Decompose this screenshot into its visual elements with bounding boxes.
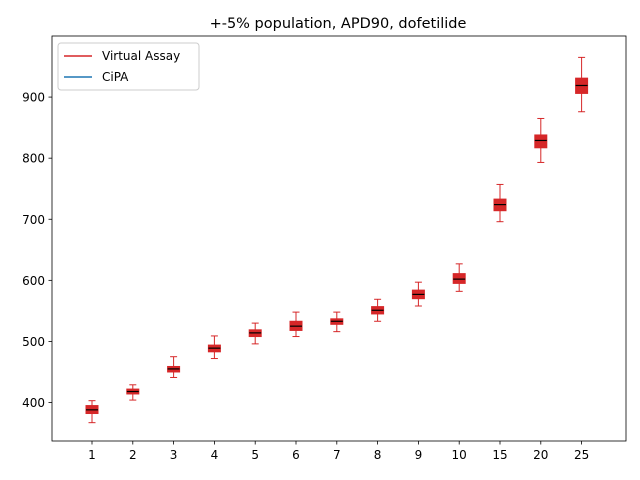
- x-tick-label: 8: [374, 448, 382, 462]
- x-tick-label: 5: [251, 448, 259, 462]
- x-tick-label: 7: [333, 448, 341, 462]
- box-series-virtual-assay: [85, 56, 589, 424]
- x-axis: 1 2 3 4 5 6 7 8 9 10 15 20 25: [88, 441, 589, 462]
- x-tick-label: 20: [533, 448, 548, 462]
- y-axis: 400 500 600 700 800 900: [22, 91, 52, 410]
- y-tick-label: 900: [22, 91, 45, 105]
- x-tick-label: 15: [492, 448, 507, 462]
- x-tick-label: 25: [574, 448, 589, 462]
- legend-box: [57, 42, 200, 91]
- chart-title: +-5% population, APD90, dofetilide: [210, 16, 467, 32]
- x-tick-label: 9: [415, 448, 423, 462]
- box-body: [452, 273, 466, 284]
- axes-spines: [51, 35, 627, 442]
- legend: Virtual Assay CiPA: [57, 42, 200, 91]
- legend-label-virtual-assay: Virtual Assay: [102, 49, 180, 63]
- box-body: [534, 134, 548, 149]
- y-tick-label: 700: [22, 213, 45, 227]
- legend-label-cipa: CiPA: [102, 70, 129, 84]
- y-tick-label: 400: [22, 396, 45, 410]
- axes-frame: [51, 35, 627, 442]
- x-tick-label: 4: [211, 448, 219, 462]
- y-tick-label: 500: [22, 335, 45, 349]
- x-tick-label: 2: [129, 448, 137, 462]
- x-tick-label: 10: [452, 448, 467, 462]
- y-tick-label: 800: [22, 152, 45, 166]
- x-tick-label: 6: [292, 448, 300, 462]
- x-tick-label: 3: [170, 448, 178, 462]
- y-tick-label: 600: [22, 274, 45, 288]
- x-tick-label: 1: [88, 448, 96, 462]
